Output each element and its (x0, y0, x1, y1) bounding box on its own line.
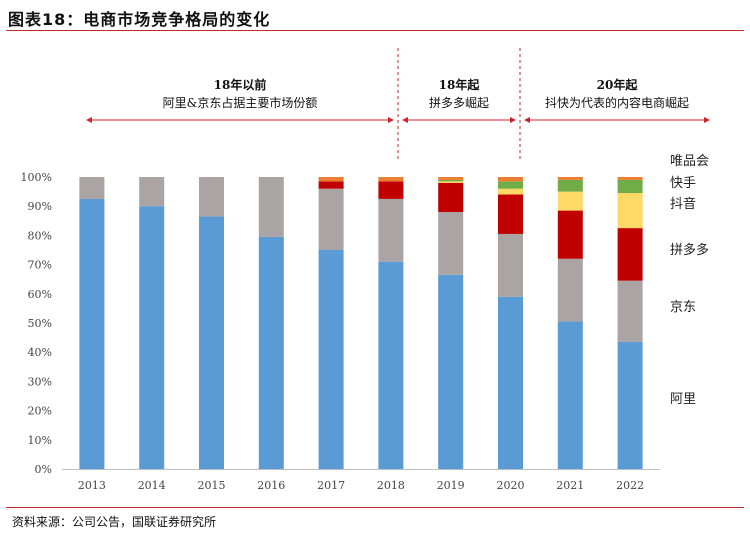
bar-segment (438, 177, 464, 180)
bar-segment (498, 296, 523, 469)
bars (79, 177, 643, 469)
bar-segment (139, 206, 165, 469)
period-subtitle: 阿里&京东占据主要市场份额 (163, 95, 318, 110)
bar-segment (318, 188, 344, 250)
bar-segment (318, 250, 344, 469)
bar-segment (318, 177, 344, 182)
x-tick-label: 2022 (616, 479, 644, 492)
bar-segment (258, 177, 284, 237)
bar-segment (199, 177, 224, 217)
bar-segment (438, 181, 464, 183)
period-subtitle: 抖快为代表的内容电商崛起 (545, 95, 689, 110)
bar-segment (557, 191, 583, 211)
legend: 阿里 京东 拼多多 抖音 快手 唯品会 (670, 154, 709, 407)
period-title: 20年起 (597, 77, 639, 92)
period-title: 18年起 (439, 77, 481, 92)
bar-segment (617, 280, 643, 342)
bar-segment (557, 321, 583, 469)
x-tick-label: 2015 (198, 479, 226, 492)
legend-label: 抖音 (670, 196, 696, 212)
legend-label: 快手 (670, 176, 696, 191)
period-subtitle: 拼多多崛起 (429, 95, 489, 110)
bar-segment (139, 177, 165, 207)
x-tick-label: 2013 (78, 479, 106, 492)
y-tick-label: 60% (28, 288, 52, 301)
bar-segment (199, 216, 224, 469)
bar-segment (498, 181, 523, 189)
bar-segment (318, 181, 344, 189)
page-title: 图表18：电商市场竞争格局的变化 (8, 10, 271, 29)
legend-label: 阿里 (670, 392, 696, 407)
bar-segment (438, 212, 464, 275)
bar-segment (378, 198, 404, 262)
bar-segment (378, 181, 404, 199)
x-tick-label: 2021 (556, 479, 584, 492)
x-tick-label: 2020 (497, 479, 525, 492)
bar-segment (557, 210, 583, 259)
bar-segment (498, 177, 523, 182)
bar-segment (438, 274, 464, 469)
bar-segment (438, 179, 464, 182)
bar-segment (557, 179, 583, 192)
bar-segment (378, 261, 404, 469)
y-tick-label: 50% (28, 317, 52, 330)
y-tick-label: 40% (28, 346, 52, 359)
bar-segment (258, 236, 284, 469)
y-tick-label: 70% (28, 259, 52, 272)
x-tick-label: 2017 (317, 479, 345, 492)
bar-segment (557, 258, 583, 322)
header-rule (6, 30, 744, 31)
bar-segment (498, 188, 523, 195)
source-note: 资料来源：公司公告，国联证券研究所 (12, 515, 217, 529)
bar-segment (617, 177, 643, 180)
x-tick-label: 2014 (138, 479, 166, 492)
legend-label: 拼多多 (670, 242, 709, 258)
x-tick-label: 2018 (377, 479, 405, 492)
bar-segment (438, 182, 464, 213)
bar-segment (79, 198, 105, 469)
x-tick-label: 2019 (437, 479, 465, 492)
bar-segment (617, 228, 643, 281)
bar-segment (79, 177, 105, 199)
period-title: 18年以前 (214, 77, 267, 92)
y-tick-label: 30% (28, 375, 52, 388)
legend-label: 唯品会 (670, 154, 709, 169)
y-tick-label: 80% (28, 229, 52, 242)
footer-rule (6, 507, 744, 508)
legend-label: 京东 (670, 300, 696, 315)
y-tick-label: 90% (28, 200, 52, 213)
y-axis: 0% 10% 20% 30% 40% 50% 60% 70% 80% 90% 100% (21, 171, 52, 476)
bar-segment (617, 341, 643, 469)
y-tick-label: 10% (28, 434, 52, 447)
x-tick-label: 2016 (257, 479, 285, 492)
bar-segment (617, 179, 643, 194)
bar-segment (378, 177, 404, 182)
bar-segment (617, 193, 643, 229)
y-tick-label: 20% (28, 405, 52, 418)
bar-segment (498, 194, 523, 234)
bar-segment (498, 233, 523, 297)
y-tick-label: 0% (35, 463, 52, 476)
y-tick-label: 100% (21, 171, 52, 184)
bar-segment (557, 177, 583, 180)
x-axis: 2013 2014 2015 2016 2017 2018 2019 2020 2021 2022 (62, 469, 660, 492)
